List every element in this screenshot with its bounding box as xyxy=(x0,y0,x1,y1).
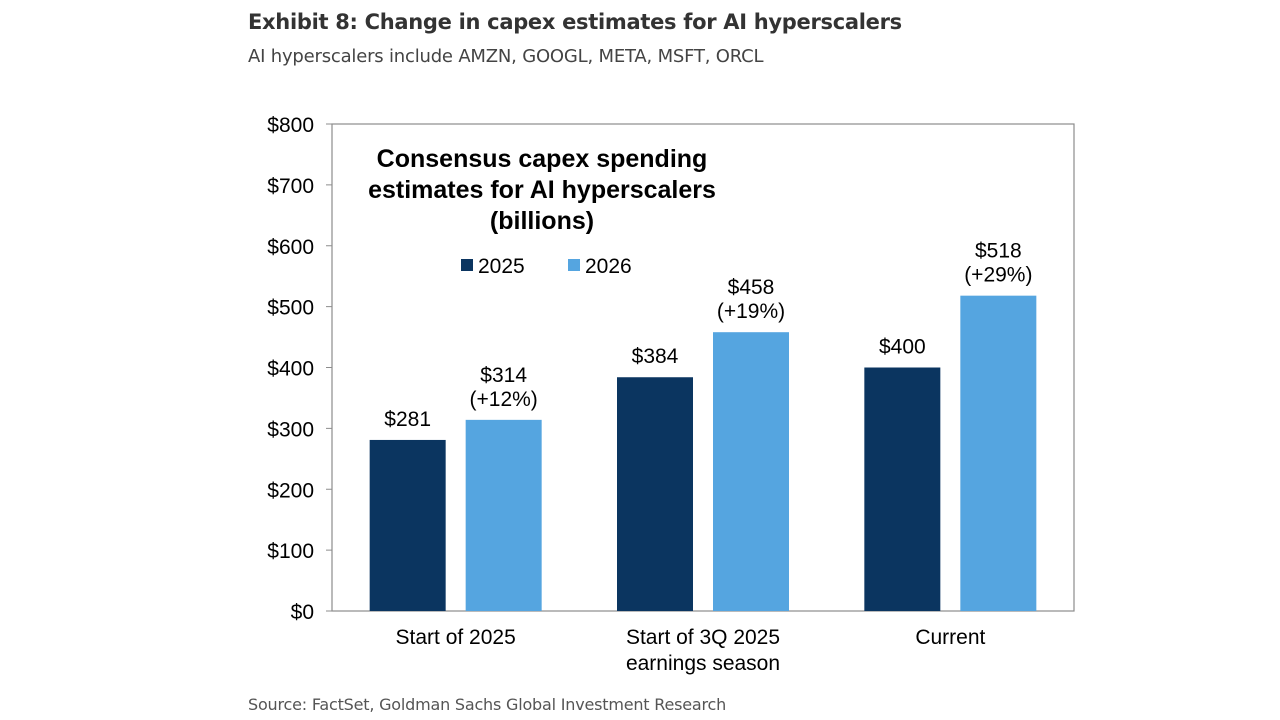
x-category-label: Start of 3Q 2025 xyxy=(626,626,780,649)
legend-swatch-2026 xyxy=(568,259,580,271)
bar-2025 xyxy=(864,367,941,611)
data-label: (+19%) xyxy=(717,300,785,323)
source-note: Source: FactSet, Goldman Sachs Global In… xyxy=(248,695,727,714)
data-label: (+12%) xyxy=(470,388,538,411)
x-category-label: Current xyxy=(915,626,985,649)
y-tick-label: $500 xyxy=(267,297,314,320)
capex-bar-chart: $0 $100 $200 $300 $400 $500 $600 $700 $800 $281 $3… xyxy=(267,114,1075,675)
data-label: (+29%) xyxy=(964,264,1032,287)
data-label: $400 xyxy=(879,336,926,359)
bar-2026 xyxy=(713,332,789,611)
y-tick-label: $800 xyxy=(267,114,314,137)
y-tick-label: $300 xyxy=(267,418,314,441)
y-tick-label: $700 xyxy=(267,175,314,198)
exhibit-title: Exhibit 8: Change in capex estimates for… xyxy=(248,10,902,34)
chart-title-line: (billions) xyxy=(490,207,594,235)
chart-title-line: estimates for AI hyperscalers xyxy=(368,176,716,204)
bar-2025 xyxy=(617,377,693,611)
legend-label-2026: 2026 xyxy=(585,255,632,278)
bar-2026 xyxy=(960,295,1037,611)
exhibit-subtitle: AI hyperscalers include AMZN, GOOGL, MET… xyxy=(248,46,764,67)
x-category-label: earnings season xyxy=(626,652,780,675)
y-tick-label: $100 xyxy=(267,540,314,563)
data-label: $458 xyxy=(728,276,775,299)
data-label: $384 xyxy=(632,345,679,368)
bar-2025 xyxy=(369,439,446,611)
y-tick-label: $200 xyxy=(267,479,314,502)
y-tick-label: $400 xyxy=(267,358,314,381)
bar-2026 xyxy=(465,419,542,611)
y-tick-label: $600 xyxy=(267,236,314,259)
legend-label-2025: 2025 xyxy=(478,255,525,278)
chart-title-line: Consensus capex spending xyxy=(377,145,708,173)
data-label: $314 xyxy=(480,364,527,387)
x-category-label: Start of 2025 xyxy=(396,626,516,649)
data-label: $281 xyxy=(384,408,431,431)
data-label: $518 xyxy=(975,240,1022,263)
y-tick-label: $0 xyxy=(291,601,314,624)
legend-swatch-2025 xyxy=(461,259,473,271)
